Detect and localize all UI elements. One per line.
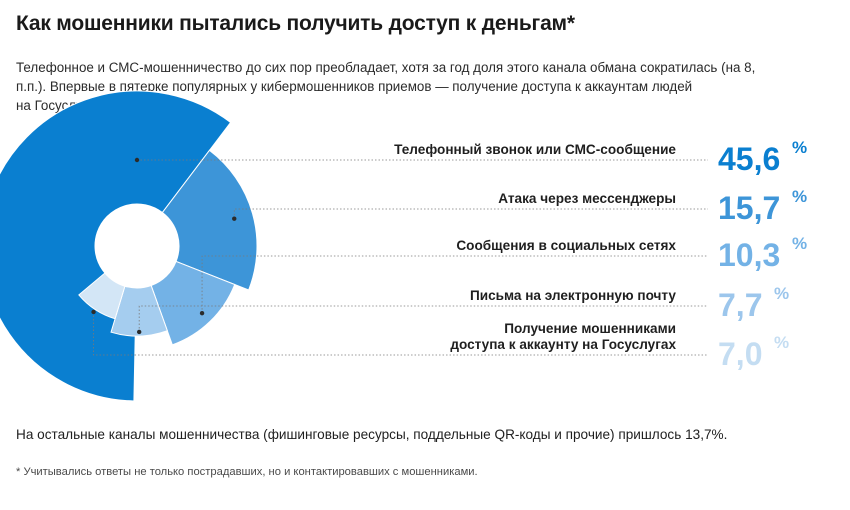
other-channels-note: На остальные каналы мошенничества (фишин… bbox=[16, 427, 728, 442]
leader-dot-2 bbox=[232, 216, 237, 221]
chart-subtitle: Телефонное и СМС-мошенничество до сих по… bbox=[16, 60, 756, 113]
category-label-5-line-2: доступа к аккаунту на Госуслугах bbox=[450, 337, 676, 352]
category-label-3: Сообщения в социальных сетях bbox=[456, 238, 676, 253]
category-label-4: Письма на электронную почту bbox=[470, 288, 676, 303]
leader-dot-3 bbox=[199, 310, 205, 316]
percent-sign-5: % bbox=[774, 333, 789, 352]
donut-hole bbox=[95, 204, 179, 288]
percent-sign-3: % bbox=[792, 234, 807, 253]
category-label-5-line-1: Получение мошенниками bbox=[504, 321, 676, 336]
leader-line-2 bbox=[233, 208, 708, 219]
value-label-3: 10,3 bbox=[718, 237, 780, 273]
category-label-2: Атака через мессенджеры bbox=[498, 191, 676, 206]
value-label-5: 7,0 bbox=[718, 336, 762, 372]
chart-title: Как мошенники пытались получить доступ к… bbox=[16, 12, 575, 35]
leader-line-3 bbox=[201, 255, 708, 314]
pie-chart: Телефонный звонок или СМС-сообщение 45,6%… bbox=[0, 90, 807, 402]
leader-dot-4 bbox=[136, 329, 142, 335]
percent-sign-2: % bbox=[792, 187, 807, 206]
leader-dot-1 bbox=[134, 157, 140, 163]
category-label-1: Телефонный звонок или СМС-сообщение bbox=[394, 142, 676, 157]
footnote: * Учитывались ответы не только пострадав… bbox=[16, 466, 478, 478]
leader-line-4 bbox=[138, 305, 708, 332]
leader-dot-5 bbox=[91, 309, 96, 315]
leader-line-5 bbox=[93, 311, 708, 356]
percent-sign-1: % bbox=[792, 138, 807, 157]
value-label-1: 45,6 bbox=[718, 141, 780, 177]
percent-sign-4: % bbox=[774, 284, 789, 303]
value-label-2: 15,7 bbox=[718, 190, 780, 226]
value-label-4: 7,7 bbox=[718, 287, 762, 323]
